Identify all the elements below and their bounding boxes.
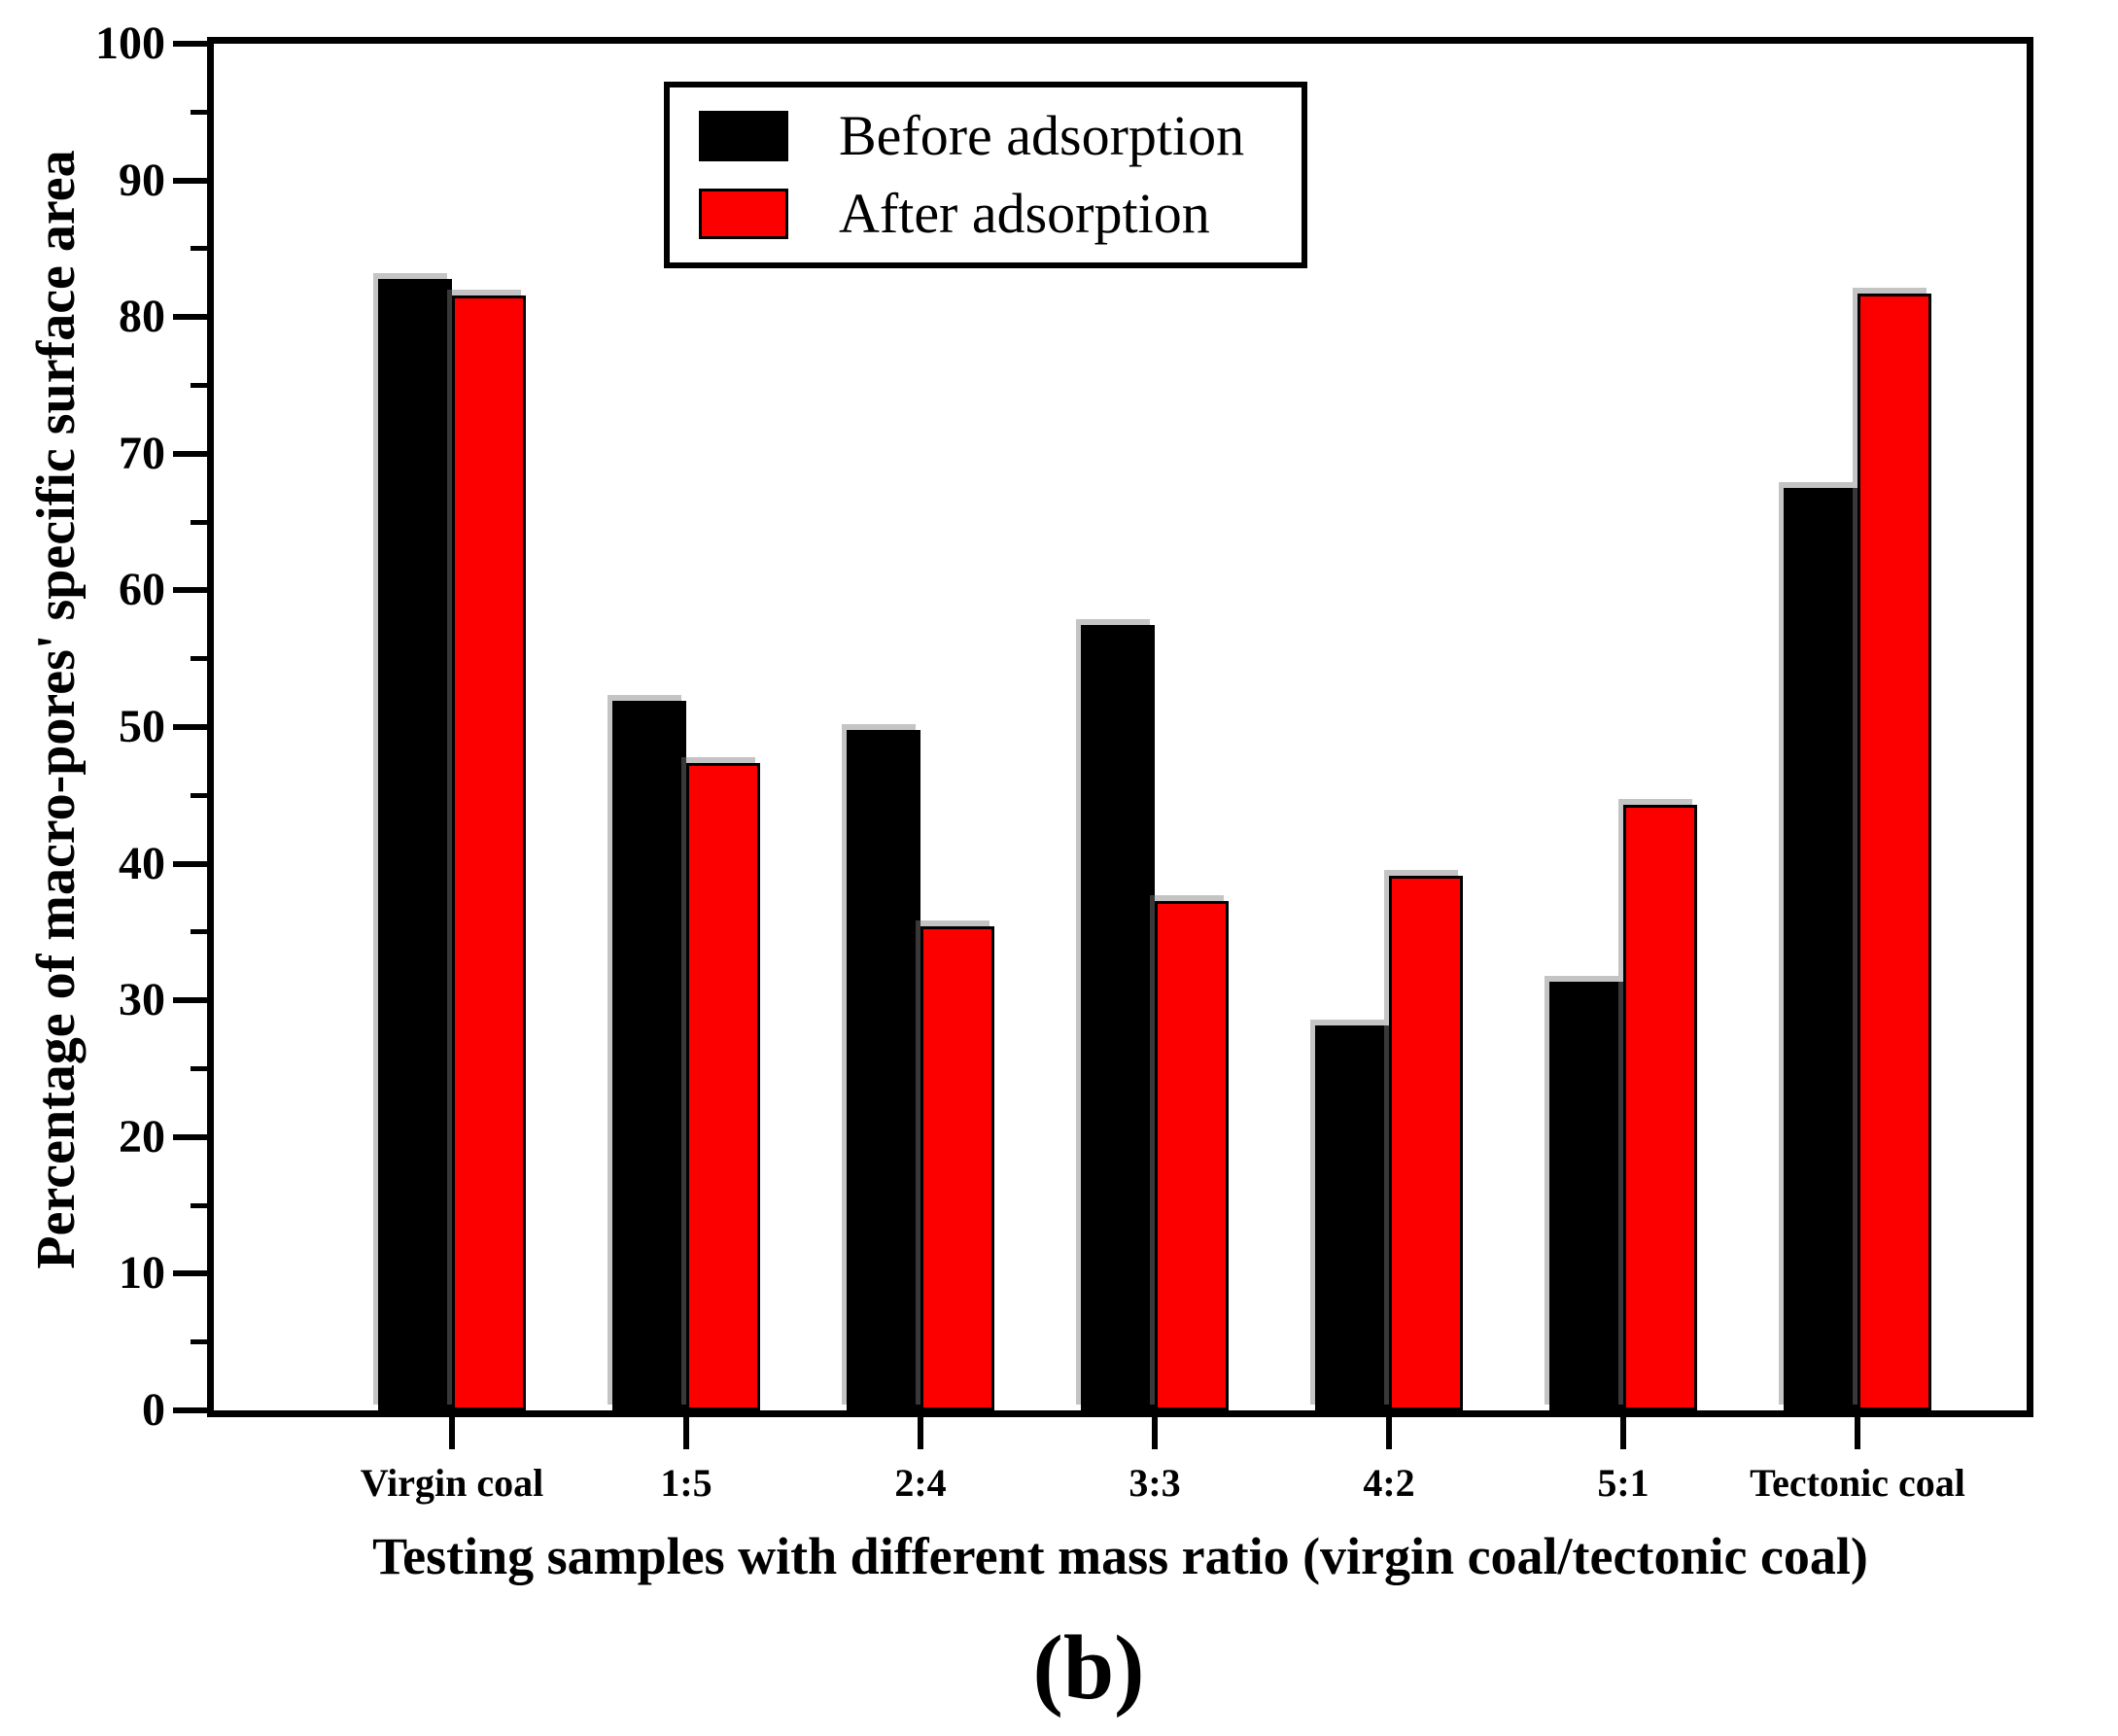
y-tick-label: 90 (119, 154, 165, 206)
y-tick-label: 60 (119, 564, 165, 616)
y-tick-label: 50 (119, 701, 165, 752)
y-minor-tick (191, 1339, 214, 1345)
x-axis-title: Testing samples with different mass rati… (372, 1527, 1868, 1585)
y-minor-tick (191, 792, 214, 798)
y-minor-tick (191, 929, 214, 935)
y-tick-label: 70 (119, 427, 165, 479)
y-major-tick (173, 997, 214, 1004)
bar-after-4 (1389, 876, 1463, 1410)
y-tick-label: 100 (95, 17, 165, 69)
figure-caption: (b) (1032, 1617, 1145, 1719)
legend-row: Before adsorption (670, 103, 1302, 167)
x-major-tick (1855, 1410, 1860, 1449)
x-tick-label: 4:2 (1363, 1461, 1415, 1505)
x-tick-label: 2:4 (894, 1461, 947, 1505)
x-tick-label: 5:1 (1597, 1461, 1649, 1505)
y-major-tick (173, 724, 214, 730)
bar-after-2 (920, 926, 994, 1410)
bar-after-0 (452, 295, 526, 1410)
y-major-tick (173, 1270, 214, 1277)
x-tick-label: 3:3 (1128, 1461, 1181, 1505)
y-tick-label: 40 (119, 837, 165, 889)
y-minor-tick (191, 1066, 214, 1071)
x-major-tick (918, 1410, 923, 1449)
y-major-tick (173, 1133, 214, 1140)
y-major-tick (173, 1407, 214, 1413)
legend: Before adsorption After adsorption (664, 82, 1307, 268)
y-minor-tick (191, 109, 214, 115)
y-major-tick (173, 314, 214, 321)
y-tick-label: 20 (119, 1110, 165, 1163)
y-minor-tick (191, 383, 214, 388)
y-major-tick (173, 177, 214, 184)
y-major-tick (173, 860, 214, 867)
legend-label: After adsorption (839, 182, 1210, 246)
legend-label: Before adsorption (839, 103, 1245, 167)
bar-after-6 (1858, 294, 1931, 1410)
bars-container (214, 44, 2027, 1410)
x-major-tick (1386, 1410, 1392, 1449)
bar-before-4 (1315, 1025, 1389, 1410)
bar-before-5 (1549, 982, 1623, 1410)
legend-swatch-after (699, 189, 788, 240)
x-tick-label: 1:5 (660, 1461, 712, 1505)
y-tick-label: 10 (119, 1247, 165, 1300)
legend-row: After adsorption (670, 184, 1302, 244)
bar-after-3 (1155, 901, 1229, 1410)
x-tick-label: Virgin coal (360, 1461, 544, 1505)
bar-after-1 (686, 763, 760, 1410)
y-minor-tick (191, 246, 214, 252)
x-tick-label: Tectonic coal (1750, 1461, 1965, 1505)
y-minor-tick (191, 519, 214, 525)
y-tick-label: 0 (142, 1384, 165, 1436)
bar-before-0 (378, 279, 452, 1410)
bar-before-3 (1081, 625, 1155, 1410)
bar-after-5 (1623, 805, 1697, 1410)
bar-before-2 (847, 730, 920, 1410)
x-major-tick (1152, 1410, 1158, 1449)
x-major-tick (683, 1410, 689, 1449)
x-major-tick (1620, 1410, 1626, 1449)
y-minor-tick (191, 1202, 214, 1208)
bar-before-6 (1784, 488, 1858, 1410)
y-major-tick (173, 41, 214, 47)
x-major-tick (449, 1410, 455, 1449)
y-minor-tick (191, 656, 214, 662)
legend-swatch-before (699, 110, 788, 161)
y-tick-label: 80 (119, 291, 165, 343)
y-major-tick (173, 450, 214, 457)
y-tick-label: 30 (119, 974, 165, 1026)
bar-before-1 (612, 701, 686, 1410)
y-major-tick (173, 587, 214, 594)
